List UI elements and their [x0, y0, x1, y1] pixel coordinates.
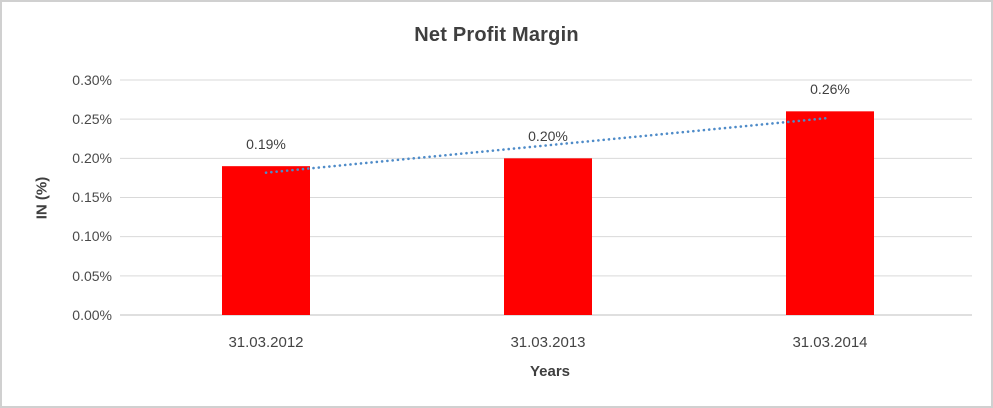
y-tick-label: 0.20% [72, 150, 112, 166]
data-label: 0.20% [528, 128, 568, 145]
data-label: 0.26% [810, 81, 850, 98]
bar-31.03.2012 [222, 166, 310, 315]
x-tick-label: 31.03.2012 [228, 334, 304, 351]
y-tick-label: 0.25% [72, 111, 112, 127]
y-tick-label: 0.15% [72, 189, 112, 205]
trendline [264, 116, 832, 174]
chart-title: Net Profit Margin [414, 24, 579, 46]
data-label: 0.19% [246, 136, 286, 153]
x-tick-label: 31.03.2013 [510, 334, 586, 351]
y-tick-label: 0.00% [72, 307, 112, 323]
y-tick-label: 0.05% [72, 268, 112, 284]
x-axis-title: Years [529, 363, 571, 380]
y-tick-label: 0.30% [72, 72, 112, 88]
x-tick-label: 31.03.2014 [792, 334, 868, 351]
y-tick-label: 0.10% [72, 228, 112, 244]
bar-31.03.2014 [786, 111, 874, 315]
bar-31.03.2013 [504, 158, 592, 315]
